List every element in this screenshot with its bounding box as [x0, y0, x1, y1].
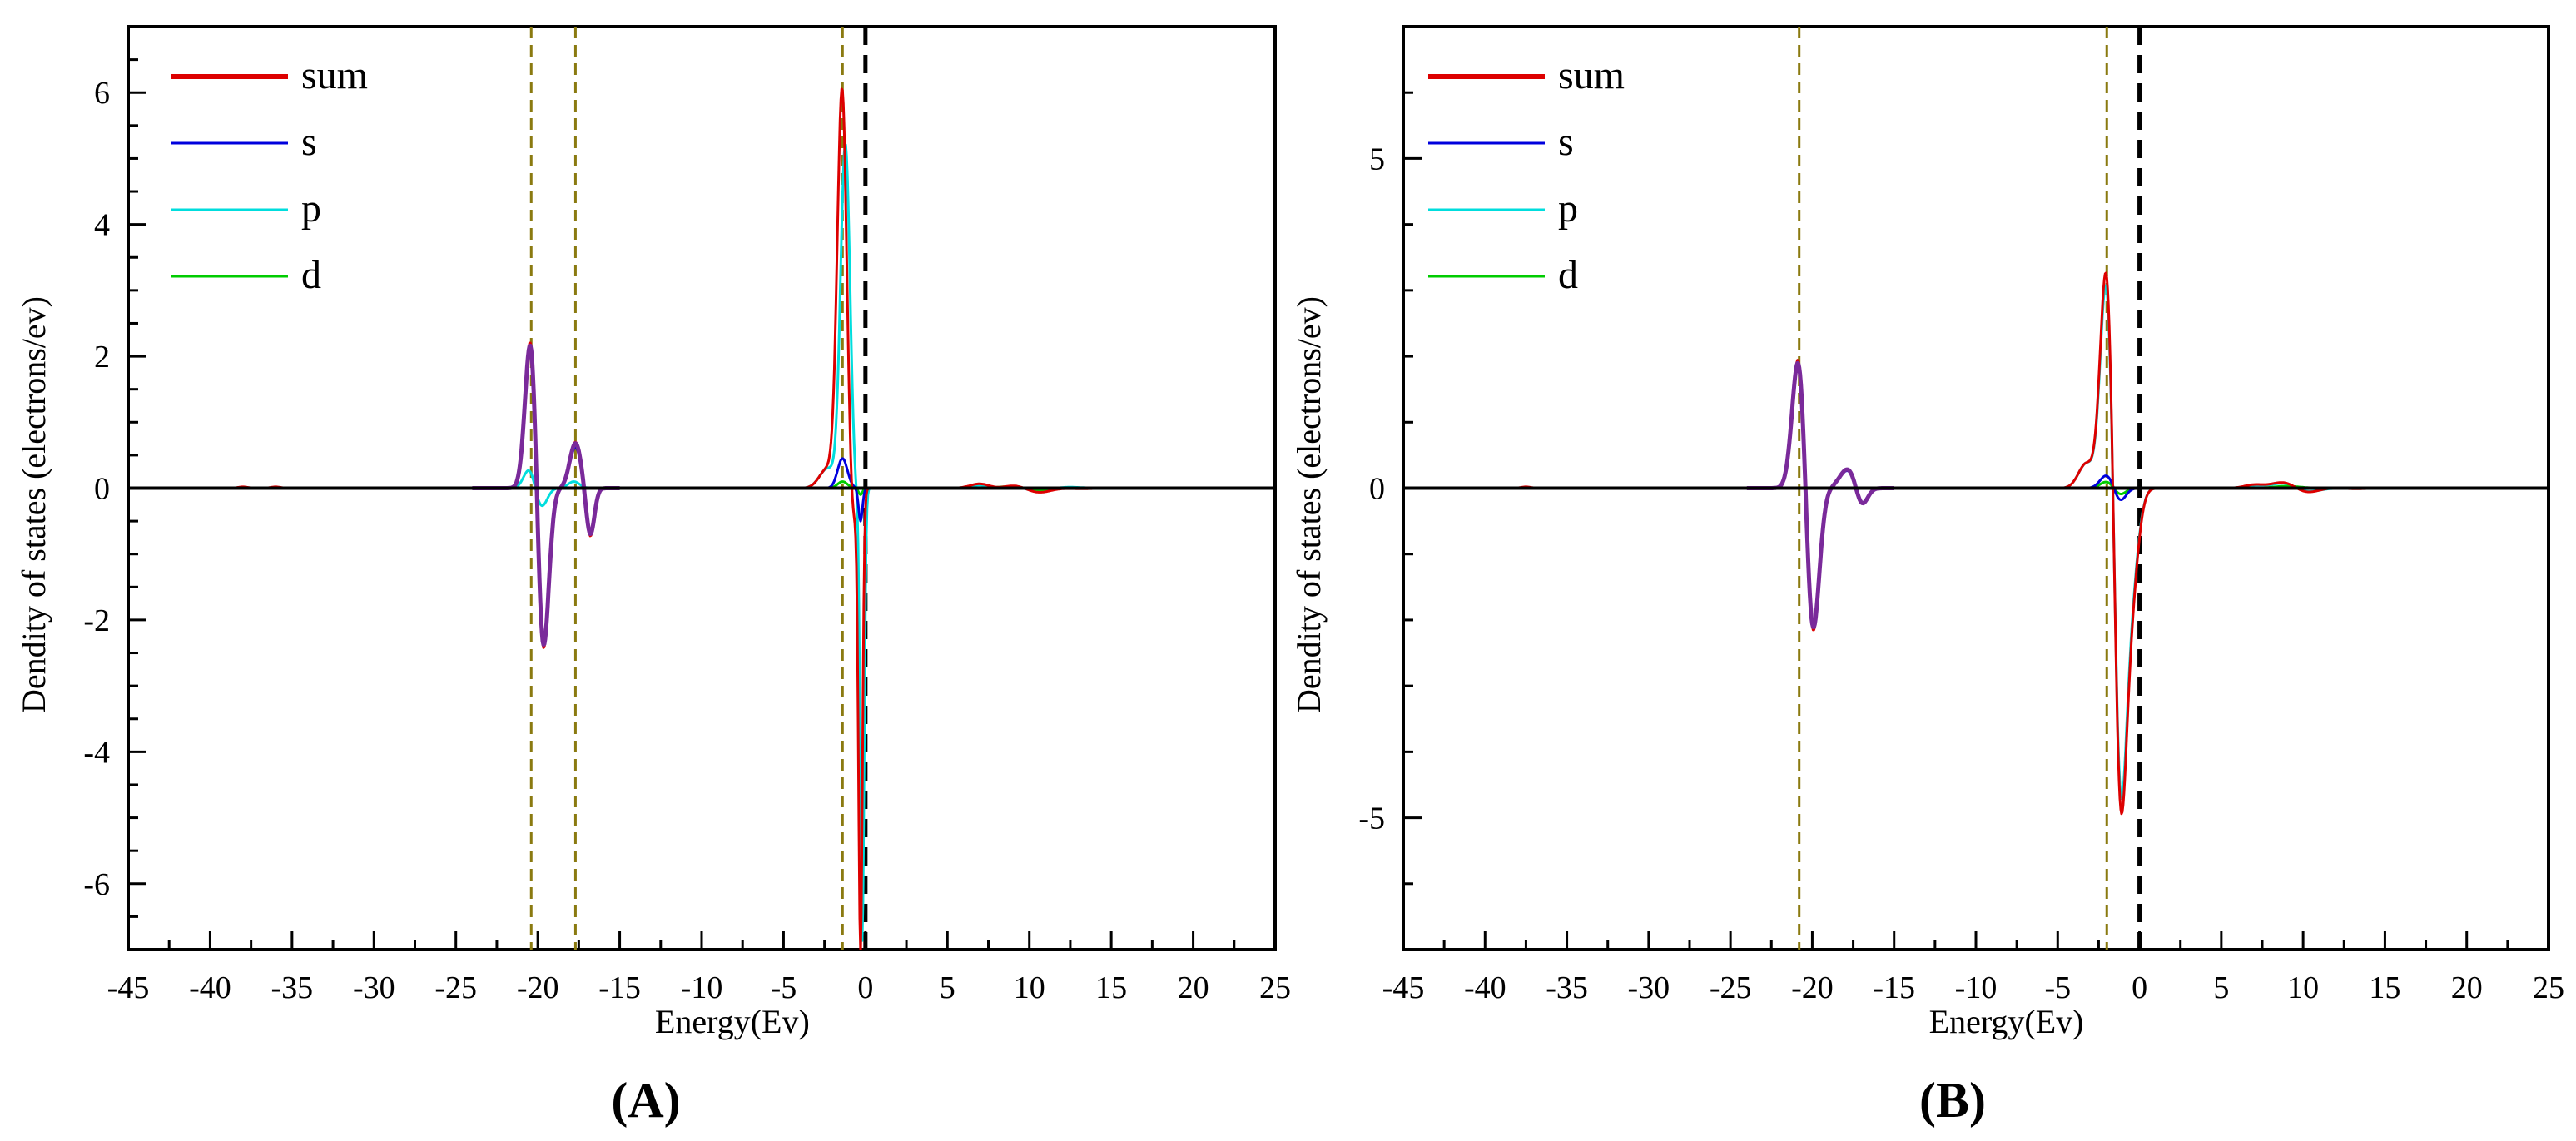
x-tick-label: -15 — [598, 970, 641, 1005]
x-tick-label: -15 — [1873, 970, 1915, 1005]
x-tick-label: -20 — [517, 970, 559, 1005]
x-tick-label: -20 — [1791, 970, 1834, 1005]
panel-a-chart: -45 -40 -35 -30 -25 -20 -15 -10 -5 0 5 10 15 20 25-6-4… — [15, 25, 1291, 1040]
panel-a-label: (A) — [611, 1073, 680, 1128]
x-tick-label: 25 — [1259, 970, 1291, 1005]
x-tick-label: -40 — [189, 970, 231, 1005]
legend: sum spd — [171, 53, 368, 297]
x-tick-label: 20 — [1178, 970, 1209, 1005]
x-tick-label: -45 — [107, 970, 150, 1005]
x-tick-label: -10 — [681, 970, 723, 1005]
panel-b-chart: -45 -40 -35 -30 -25 -20 -15 -10 -5 0 5 10 15 20 25 -5 0 5… — [1290, 25, 2564, 1040]
y-tick-label: -6 — [83, 867, 110, 902]
x-tick-label: -45 — [1382, 970, 1425, 1005]
x-tick-label: -5 — [771, 970, 797, 1005]
y-axis-title: Dendity of states (electrons/ev) — [1290, 296, 1328, 713]
x-tick-label: 5 — [940, 970, 955, 1005]
x-tick-label: -5 — [2044, 970, 2071, 1005]
y-tick-label: 6 — [94, 76, 110, 111]
legend-label-p: p — [301, 186, 321, 231]
x-tick-label: 10 — [1014, 970, 1045, 1005]
x-tick-label: -35 — [1546, 970, 1588, 1005]
x-axis-title: Energy(Ev) — [655, 1003, 810, 1040]
legend: sum spd — [1428, 53, 1625, 297]
x-tick-label: -25 — [1710, 970, 1752, 1005]
y-tick-label: 0 — [1369, 472, 1385, 507]
y-tick-label: 2 — [94, 340, 110, 375]
y-tick-label: 5 — [1369, 141, 1385, 176]
y-tick-label: -5 — [1358, 801, 1385, 836]
series-line-s — [1403, 365, 2549, 626]
x-tick-label: 0 — [857, 970, 873, 1005]
x-tick-label: 0 — [2132, 970, 2147, 1005]
x-axis-title: Energy(Ev) — [1929, 1003, 2084, 1040]
y-tick-label: -4 — [83, 735, 110, 770]
x-tick-label: 20 — [2451, 970, 2483, 1005]
x-tick-label: -40 — [1464, 970, 1506, 1005]
plot-area — [128, 87, 1275, 950]
x-tick-label: 25 — [2533, 970, 2564, 1005]
x-tick-label: 5 — [2213, 970, 2229, 1005]
series-line-p — [1403, 284, 2549, 800]
series-line-overlay — [1745, 360, 1896, 629]
x-tick-label: -30 — [1628, 970, 1670, 1005]
legend-label-s: s — [301, 120, 317, 164]
x-tick-label: -30 — [353, 970, 395, 1005]
x-tick-label: -25 — [434, 970, 477, 1005]
legend-label-d: d — [301, 253, 321, 297]
plot-area — [1403, 271, 2549, 816]
x-tick-label: -10 — [1955, 970, 1998, 1005]
legend-label-p: p — [1558, 186, 1578, 231]
y-tick-label: 4 — [94, 208, 110, 243]
y-tick-label: -2 — [83, 603, 110, 638]
x-tick-label: 10 — [2287, 970, 2319, 1005]
x-tick-label: 15 — [1095, 970, 1127, 1005]
y-tick-label: 0 — [94, 472, 110, 507]
legend-label-sum: sum — [301, 53, 368, 97]
x-tick-label: 15 — [2369, 970, 2400, 1005]
legend-label-sum: sum — [1558, 53, 1625, 97]
series-line-s — [128, 350, 1275, 644]
legend-label-s: s — [1558, 120, 1574, 164]
series-line-sum — [128, 87, 1275, 950]
series-line-overlay — [470, 344, 622, 647]
x-tick-label: -35 — [271, 970, 314, 1005]
series-line-p — [128, 142, 1275, 942]
series-line-sum — [1403, 271, 2549, 816]
y-axis-title: Dendity of states (electrons/ev) — [15, 296, 52, 713]
panel-b-label: (B) — [1919, 1073, 1986, 1128]
legend-label-d: d — [1558, 253, 1578, 297]
